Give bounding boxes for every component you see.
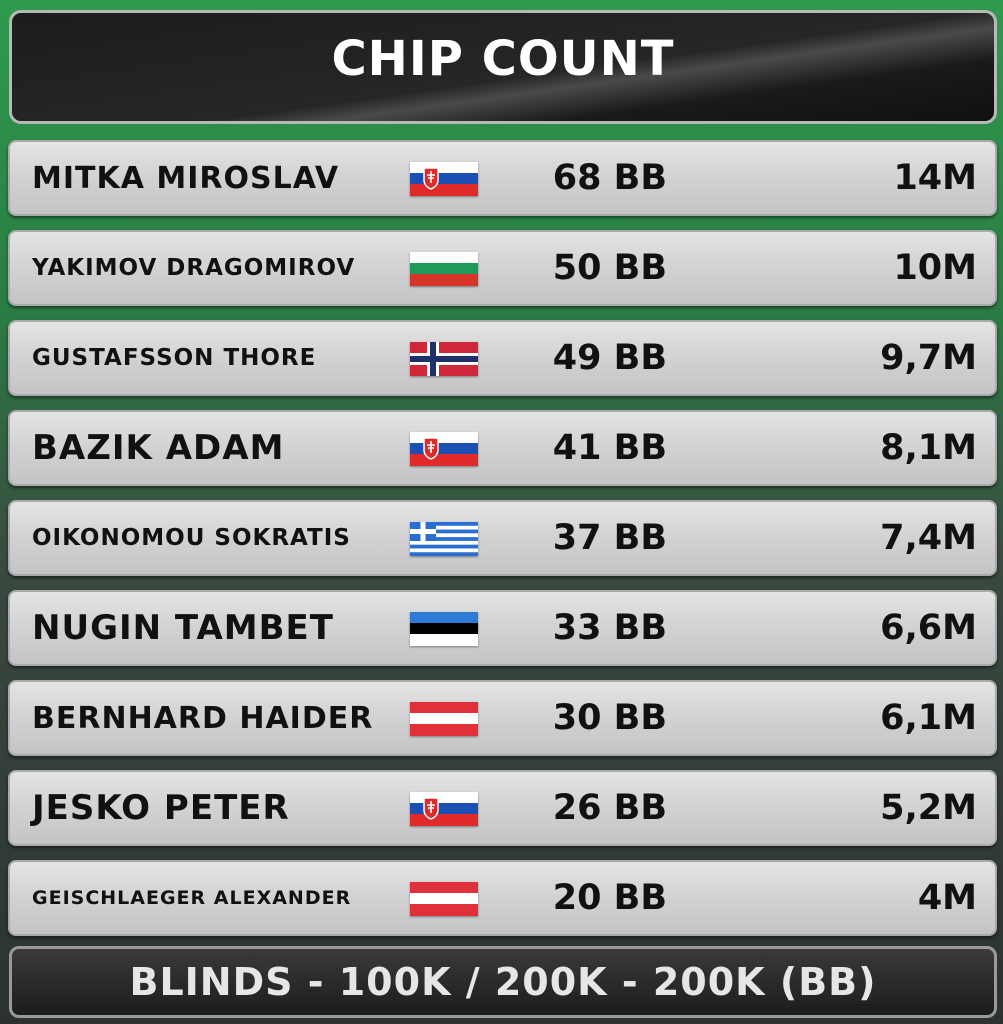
chip-stack: 8,1M — [880, 428, 977, 468]
player-name: OIKONOMOU SOKRATIS — [32, 525, 351, 551]
player-name: YAKIMOV DRAGOMIROV — [32, 255, 356, 281]
player-name: GEISCHLAEGER ALEXANDER — [32, 887, 352, 909]
big-blinds: 20 BB — [552, 878, 667, 918]
big-blinds: 26 BB — [552, 788, 667, 828]
flag-gr-icon — [410, 522, 478, 557]
player-row: JESKO PETER 26 BB 5,2M — [8, 770, 997, 846]
player-row: MITKA MIROSLAV 68 BB 14M — [8, 140, 997, 216]
blinds-text: BLINDS - 100K / 200K - 200K (BB) — [129, 960, 877, 1004]
big-blinds: 49 BB — [552, 338, 667, 378]
blinds-footer: BLINDS - 100K / 200K - 200K (BB) — [9, 946, 997, 1018]
player-row: BERNHARD HAIDER 30 BB 6,1M — [8, 680, 997, 756]
player-name: GUSTAFSSON THORE — [32, 345, 317, 371]
player-row: OIKONOMOU SOKRATIS 37 BB 7,4M — [8, 500, 997, 576]
player-name: MITKA MIROSLAV — [32, 160, 340, 196]
player-name: BERNHARD HAIDER — [32, 700, 374, 736]
chip-stack: 10M — [893, 248, 977, 288]
player-name: BAZIK ADAM — [32, 428, 285, 468]
chip-count-header: CHIP COUNT — [9, 10, 997, 124]
chip-stack: 5,2M — [880, 788, 977, 828]
flag-at-icon — [410, 882, 478, 916]
flag-sk-icon — [410, 162, 478, 196]
big-blinds: 41 BB — [552, 428, 667, 468]
big-blinds: 33 BB — [552, 608, 667, 648]
player-row: GUSTAFSSON THORE 49 BB 9,7M — [8, 320, 997, 396]
player-row: BAZIK ADAM 41 BB 8,1M — [8, 410, 997, 486]
player-name: JESKO PETER — [32, 788, 290, 828]
header-title: CHIP COUNT — [331, 31, 675, 87]
chip-stack: 6,1M — [880, 698, 977, 738]
flag-sk-icon — [410, 792, 478, 826]
chip-stack: 7,4M — [880, 518, 977, 558]
player-row: NUGIN TAMBET 33 BB 6,6M — [8, 590, 997, 666]
player-row: GEISCHLAEGER ALEXANDER 20 BB 4M — [8, 860, 997, 936]
flag-sk-icon — [410, 432, 478, 466]
player-name: NUGIN TAMBET — [32, 608, 334, 648]
big-blinds: 30 BB — [552, 698, 667, 738]
big-blinds: 37 BB — [552, 518, 667, 558]
big-blinds: 50 BB — [552, 248, 667, 288]
big-blinds: 68 BB — [552, 158, 667, 198]
chip-stack: 6,6M — [880, 608, 977, 648]
flag-ee-icon — [410, 612, 478, 646]
player-row: YAKIMOV DRAGOMIROV 50 BB 10M — [8, 230, 997, 306]
flag-bg-icon — [410, 252, 478, 286]
flag-at-icon — [410, 702, 478, 736]
chip-stack: 14M — [893, 158, 977, 198]
chip-stack: 4M — [917, 878, 977, 918]
chip-stack: 9,7M — [880, 338, 977, 378]
flag-no-icon — [410, 342, 478, 376]
